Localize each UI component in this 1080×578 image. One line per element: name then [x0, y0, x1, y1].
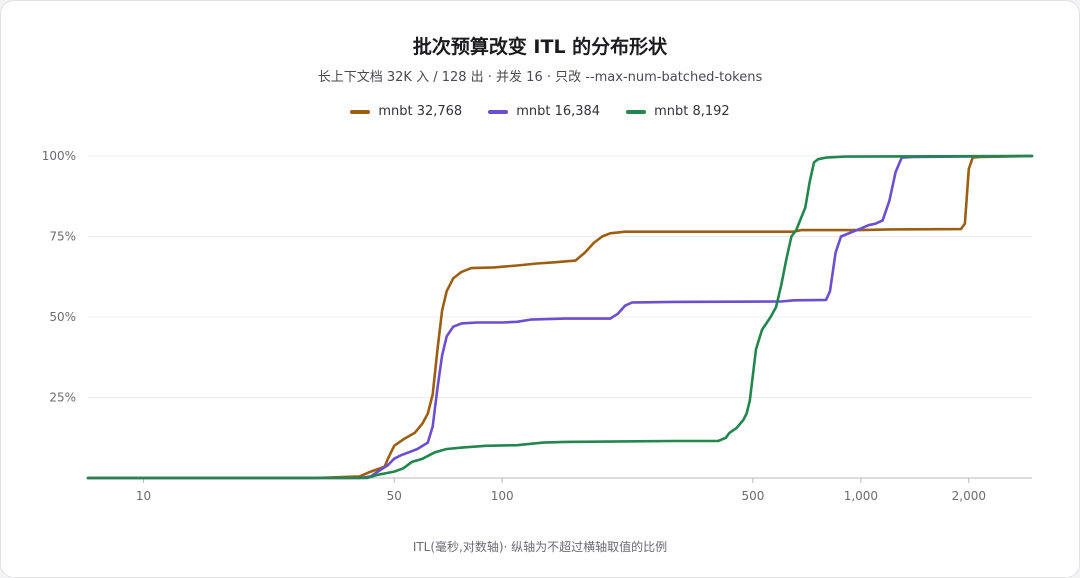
x-tick-label: 10	[136, 489, 151, 503]
chart-footer: ITL(毫秒,对数轴)· 纵轴为不超过横轴取值的比例	[412, 540, 668, 554]
legend-label: mnbt 16,384	[516, 104, 601, 119]
y-tick-label: 100%	[42, 149, 76, 163]
series-line-2	[86, 154, 1034, 480]
series-line-3	[86, 154, 1034, 480]
y-tick-label: 75%	[49, 230, 76, 244]
legend-item: mnbt 32,768	[350, 104, 462, 119]
y-tick-label: 25%	[49, 391, 76, 405]
series-line-1	[86, 154, 1034, 480]
chart-subtitle: 长上下文档 32K 入 / 128 出 · 并发 16 · 只改 --max-n…	[317, 70, 763, 85]
legend-swatch	[488, 109, 509, 114]
x-tick-label: 50	[387, 489, 402, 503]
x-tick-label: 100	[491, 489, 514, 503]
legend-swatch	[350, 109, 371, 114]
legend-label: mnbt 32,768	[378, 104, 463, 119]
x-tick-label: 500	[741, 489, 764, 503]
legend-item: mnbt 16,384	[488, 104, 600, 119]
x-tick-label: 1,000	[844, 489, 878, 503]
legend-swatch	[626, 109, 647, 114]
legend-item: mnbt 8,192	[626, 104, 730, 119]
legend-label: mnbt 8,192	[654, 104, 730, 119]
chart-title: 批次预算改变 ITL 的分布形状	[412, 36, 668, 58]
y-tick-label: 50%	[49, 310, 76, 324]
chart-legend: mnbt 32,768 mnbt 16,384 mnbt 8,192	[0, 104, 1080, 119]
x-tick-label: 2,000	[952, 489, 986, 503]
